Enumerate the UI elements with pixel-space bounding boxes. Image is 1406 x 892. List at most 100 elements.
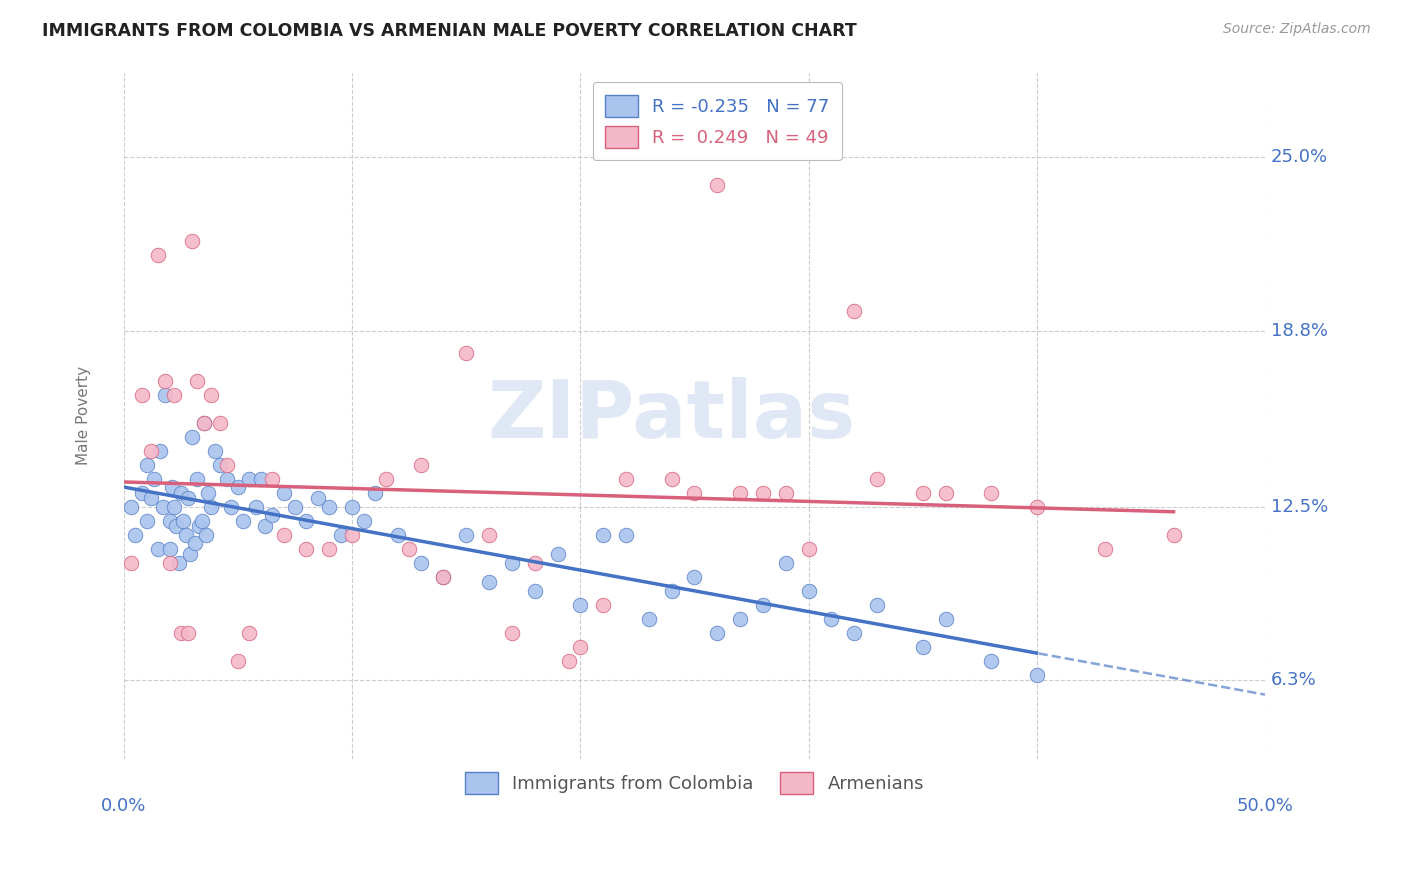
Point <box>120 500 142 514</box>
Point <box>318 541 340 556</box>
Text: ZIPatlas: ZIPatlas <box>488 377 856 455</box>
Point <box>131 388 153 402</box>
Point <box>188 519 211 533</box>
Point <box>159 514 181 528</box>
Point <box>1025 500 1047 514</box>
Point <box>179 548 201 562</box>
Point <box>183 536 205 550</box>
Point <box>177 625 200 640</box>
Point <box>219 500 242 514</box>
Point <box>232 514 254 528</box>
Point <box>131 486 153 500</box>
Text: 6.3%: 6.3% <box>1271 672 1316 690</box>
Point <box>254 519 277 533</box>
Point <box>149 443 172 458</box>
Point <box>752 598 775 612</box>
Point <box>340 500 363 514</box>
Point <box>844 625 866 640</box>
Point <box>238 625 260 640</box>
Point <box>980 486 1002 500</box>
Point <box>456 528 478 542</box>
Point <box>775 556 797 570</box>
Point <box>284 500 307 514</box>
Point <box>375 472 398 486</box>
Point <box>501 556 523 570</box>
Point <box>124 528 146 542</box>
Point <box>797 583 820 598</box>
Point <box>614 472 637 486</box>
Point <box>193 416 215 430</box>
Text: 0.0%: 0.0% <box>101 797 146 814</box>
Point <box>1163 528 1185 542</box>
Point <box>195 528 218 542</box>
Point <box>456 346 478 360</box>
Point <box>141 491 163 506</box>
Point <box>208 458 231 472</box>
Point <box>135 514 157 528</box>
Point <box>146 541 169 556</box>
Point <box>409 458 432 472</box>
Point <box>728 612 751 626</box>
Point <box>329 528 352 542</box>
Text: 18.8%: 18.8% <box>1271 321 1327 340</box>
Point <box>120 556 142 570</box>
Point <box>307 491 329 506</box>
Point <box>245 500 267 514</box>
Point <box>181 234 204 248</box>
Point <box>752 486 775 500</box>
Point <box>142 472 165 486</box>
Point <box>273 528 295 542</box>
Point <box>592 598 614 612</box>
Point <box>273 486 295 500</box>
Point <box>866 472 889 486</box>
Point <box>181 430 204 444</box>
Point <box>159 541 181 556</box>
Point <box>353 514 375 528</box>
Point <box>934 612 956 626</box>
Point <box>683 570 706 584</box>
Point <box>501 625 523 640</box>
Point <box>163 388 186 402</box>
Point <box>170 486 193 500</box>
Point <box>197 486 219 500</box>
Point <box>159 556 181 570</box>
Point <box>172 514 194 528</box>
Text: Male Poverty: Male Poverty <box>76 367 91 466</box>
Text: 50.0%: 50.0% <box>1237 797 1294 814</box>
Point <box>215 458 238 472</box>
Point <box>208 416 231 430</box>
Text: 25.0%: 25.0% <box>1271 148 1327 166</box>
Point <box>844 304 866 318</box>
Point <box>661 472 683 486</box>
Point <box>226 480 249 494</box>
Point <box>163 500 186 514</box>
Point <box>569 640 592 654</box>
Point <box>1094 541 1116 556</box>
Point <box>204 443 226 458</box>
Point <box>728 486 751 500</box>
Point <box>186 472 208 486</box>
Point <box>177 491 200 506</box>
Point <box>250 472 273 486</box>
Point <box>432 570 454 584</box>
Point <box>569 598 592 612</box>
Point <box>398 541 420 556</box>
Point <box>1025 668 1047 682</box>
Legend: Immigrants from Colombia, Armenians: Immigrants from Colombia, Armenians <box>458 764 931 801</box>
Point <box>170 625 193 640</box>
Point <box>295 514 318 528</box>
Point <box>186 374 208 388</box>
Point <box>238 472 260 486</box>
Point <box>152 500 174 514</box>
Point <box>409 556 432 570</box>
Point <box>193 416 215 430</box>
Point <box>637 612 659 626</box>
Point <box>523 556 546 570</box>
Point <box>558 654 581 668</box>
Point <box>432 570 454 584</box>
Point <box>661 583 683 598</box>
Point <box>190 514 212 528</box>
Point <box>295 541 318 556</box>
Point <box>523 583 546 598</box>
Point <box>614 528 637 542</box>
